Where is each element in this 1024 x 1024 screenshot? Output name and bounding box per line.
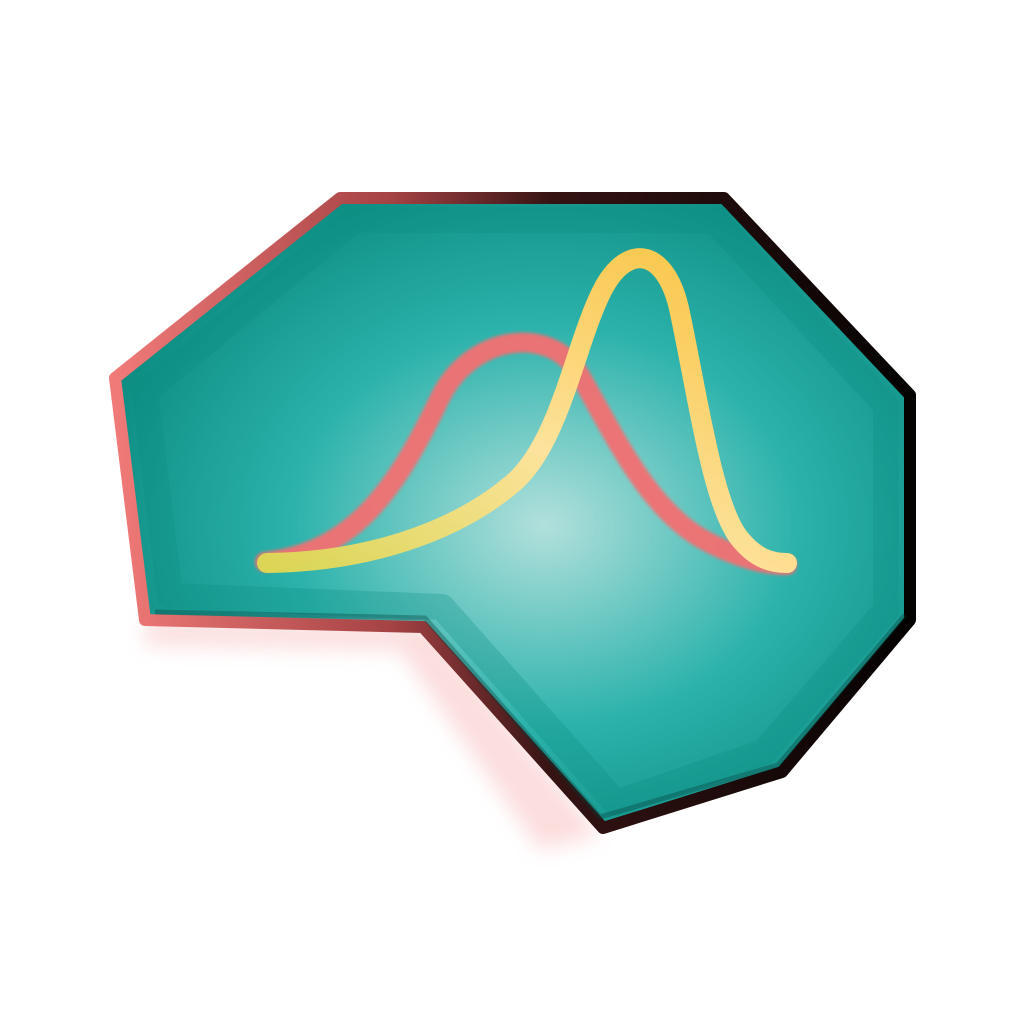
peak-distribution-curve [257,248,797,573]
wide-distribution-curve [255,332,797,575]
teal-panel [109,192,916,834]
panel-lower-rim [154,609,907,820]
panel-inner-bevel [132,207,899,816]
icon-shadow [145,620,600,850]
